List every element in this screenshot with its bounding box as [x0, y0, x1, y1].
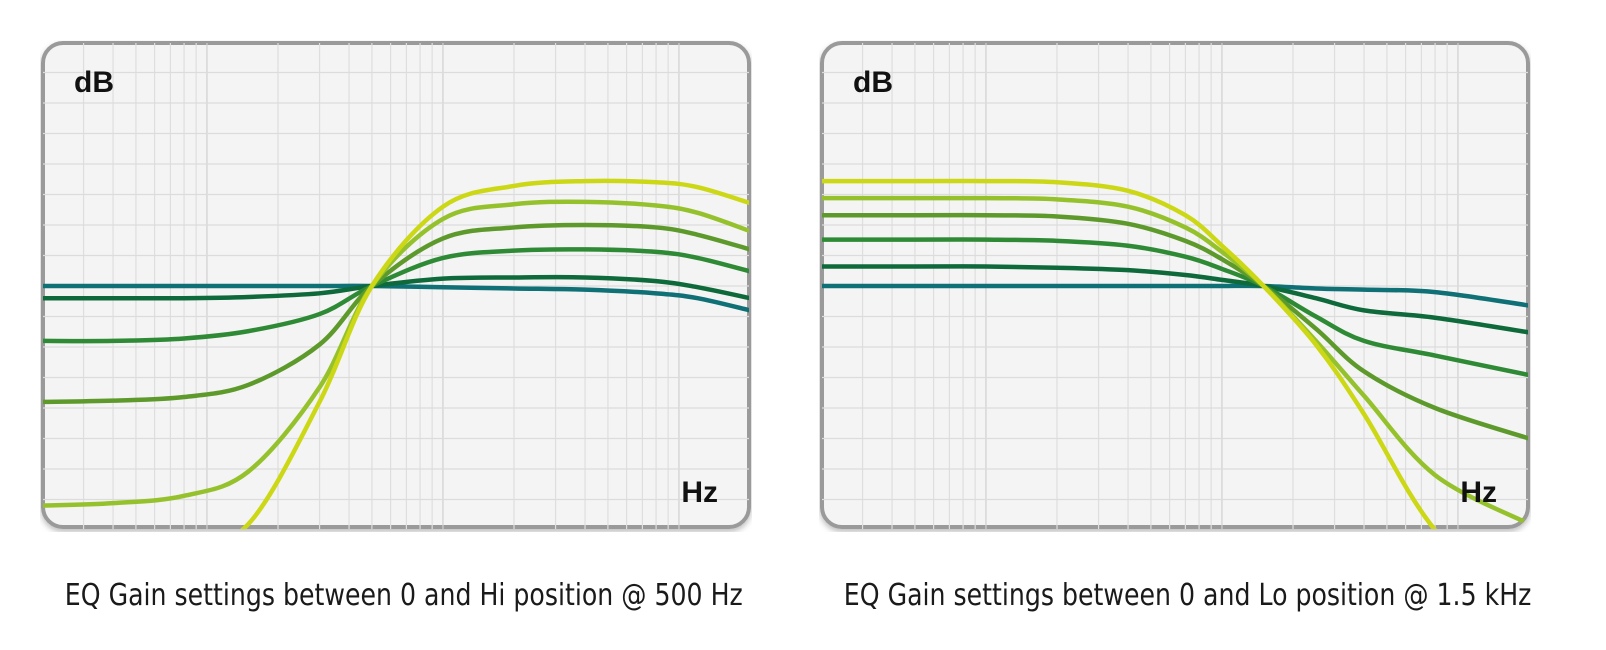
series-line-1	[43, 283, 749, 313]
y-axis-label: dB	[853, 66, 893, 99]
series-line-4	[822, 212, 1528, 441]
y-axis-label: dB	[74, 66, 114, 99]
series-line-2	[43, 274, 749, 301]
eq-hi-caption: EQ Gain settings between 0 and Hi positi…	[64, 578, 743, 613]
series-line-2	[822, 264, 1528, 335]
eq-lo-chart-panel: dB Hz	[819, 40, 1531, 532]
x-axis-label: Hz	[1460, 476, 1497, 509]
series-line-6	[822, 178, 1528, 529]
series-line-6	[43, 178, 749, 529]
eq-lo-chart: dB Hz	[820, 41, 1530, 529]
eq-hi-chart: dB Hz	[41, 41, 751, 529]
eq-lo-caption: EQ Gain settings between 0 and Lo positi…	[843, 578, 1532, 613]
series-line-5	[822, 195, 1528, 527]
x-axis-label: Hz	[681, 476, 718, 509]
series-line-3	[43, 247, 749, 344]
series-line-3	[822, 237, 1528, 378]
eq-hi-chart-panel: dB Hz	[40, 40, 752, 532]
series-line-1	[822, 283, 1528, 308]
series-line-4	[43, 222, 749, 405]
